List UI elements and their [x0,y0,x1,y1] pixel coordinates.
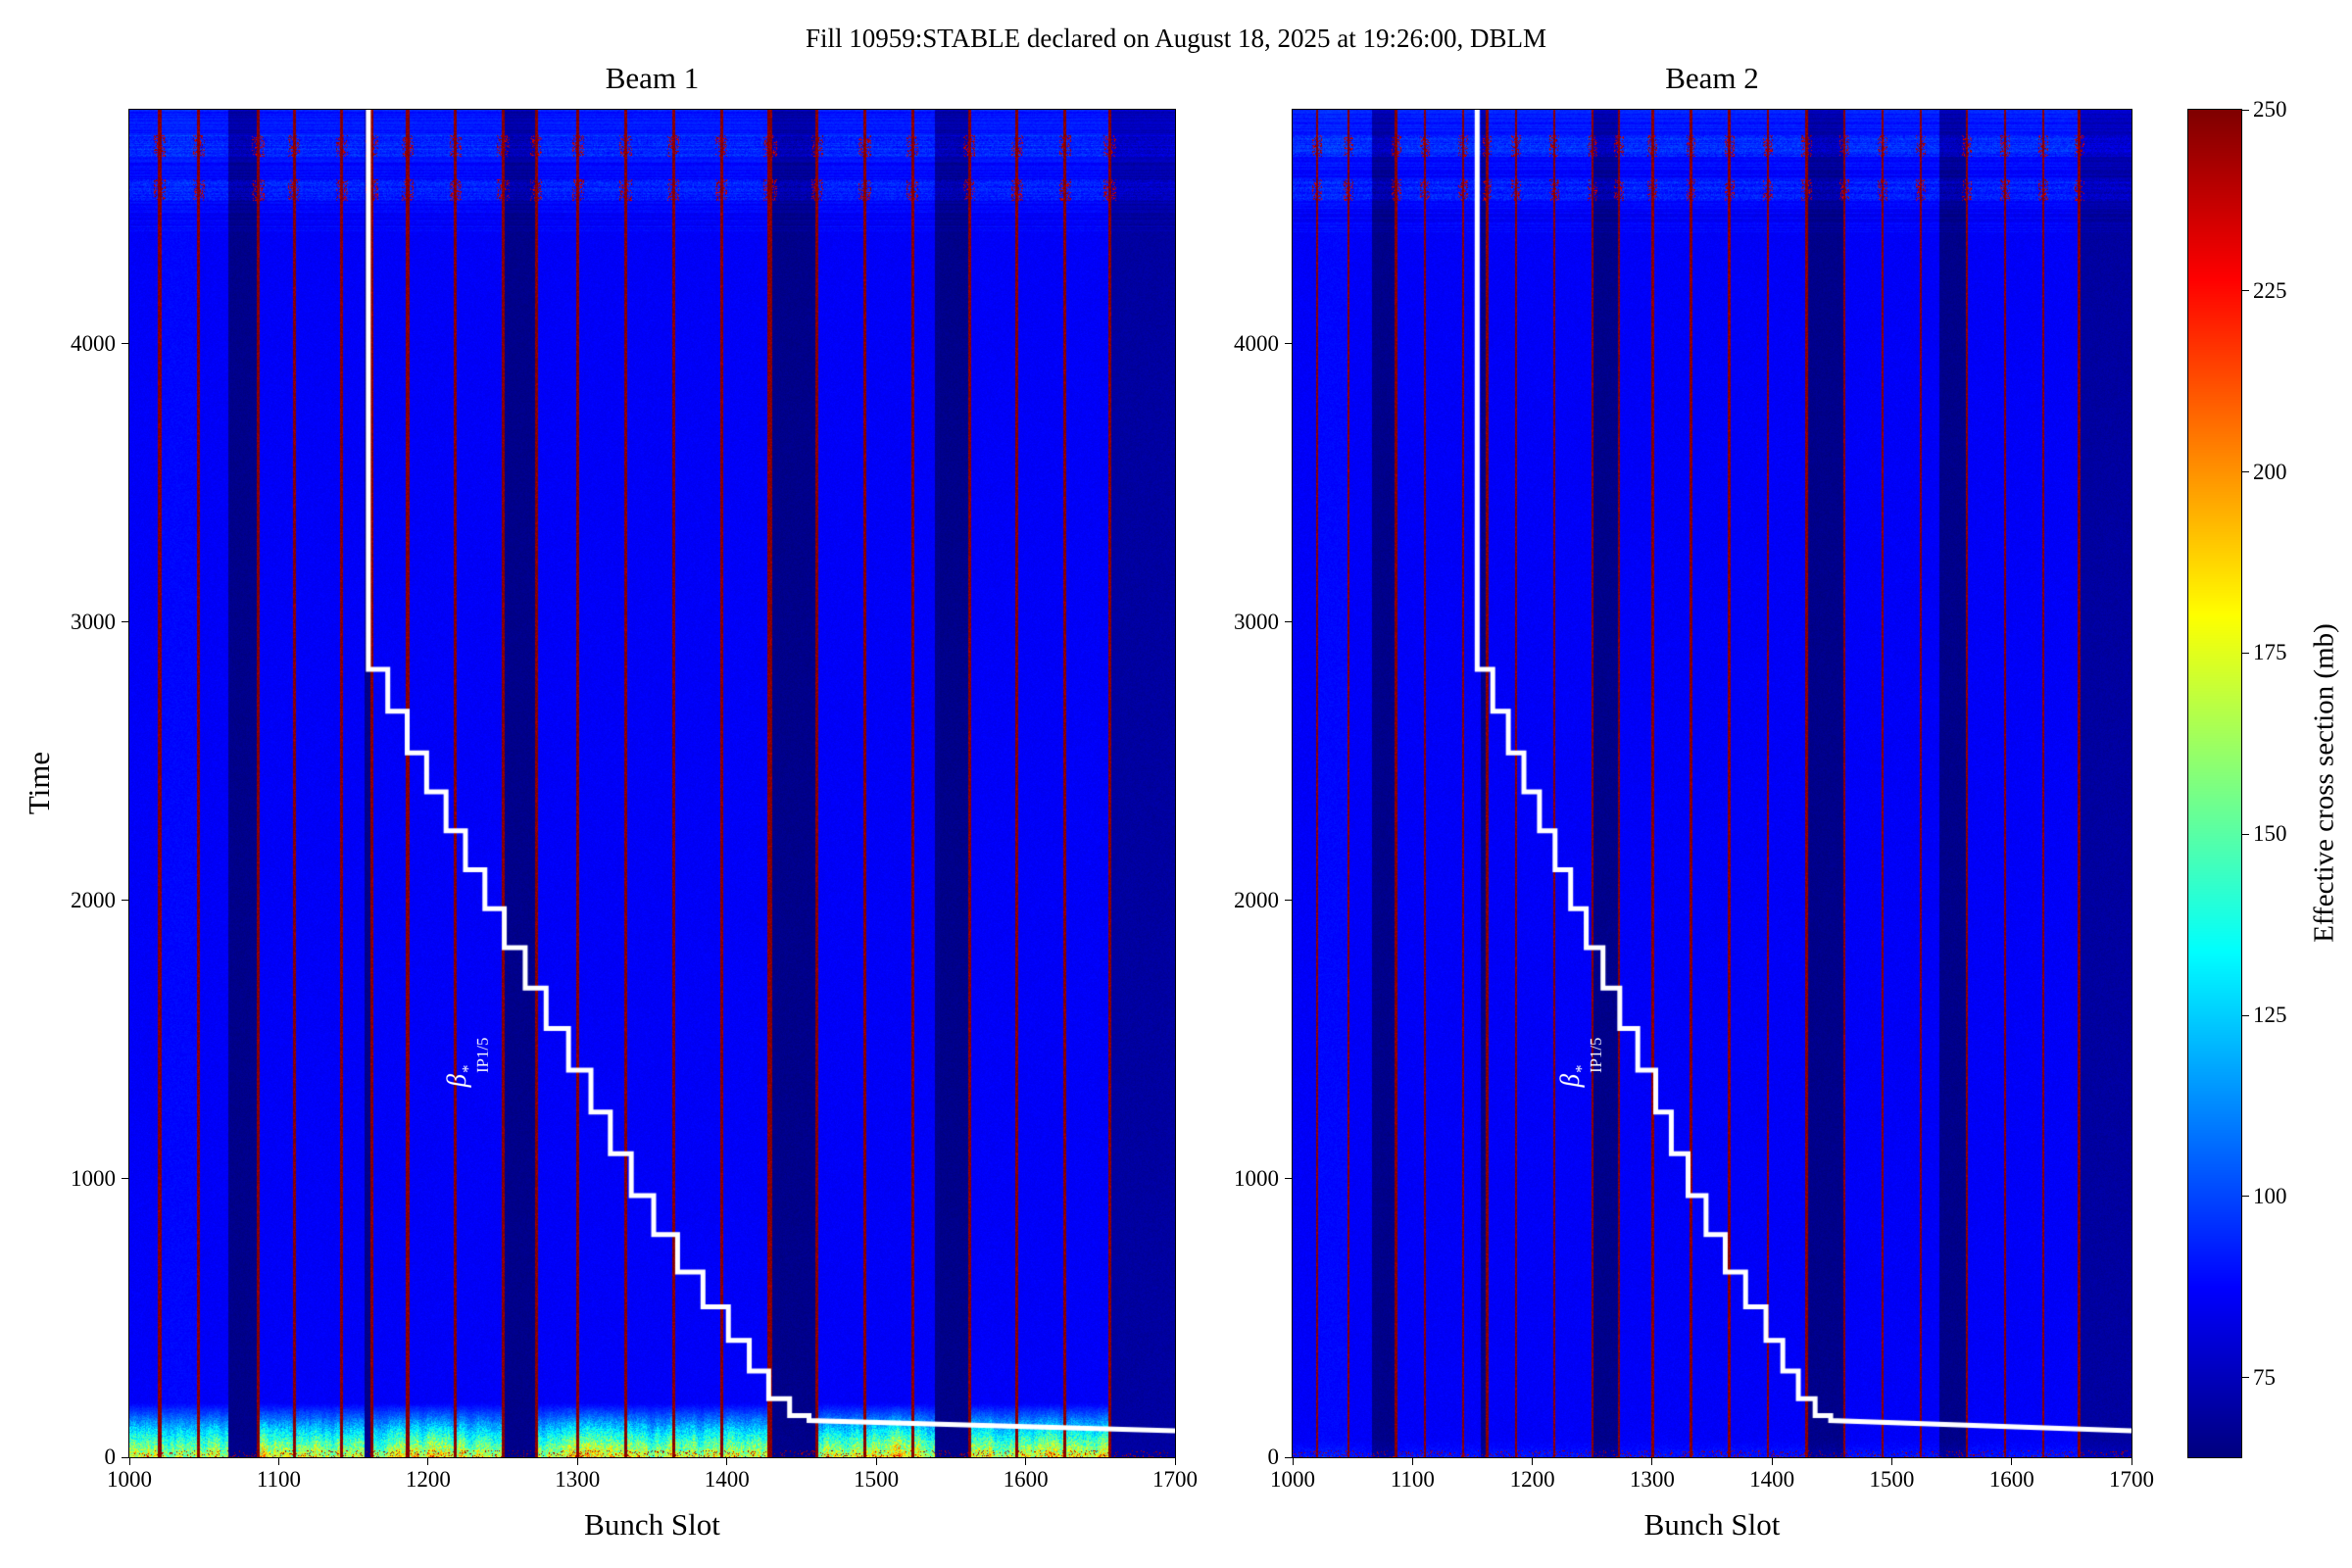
x-tick-mark [1412,1458,1413,1465]
beam2-x-axis-label: Bunch Slot [1293,1507,2132,1543]
colorbar-gradient [2188,110,2241,1457]
y-tick-mark [122,1178,128,1179]
y-tick-label: 3000 [1200,610,1279,635]
x-tick-mark [1532,1458,1533,1465]
beam1-x-axis-label: Bunch Slot [129,1507,1175,1543]
y-tick-mark [1285,621,1292,622]
x-tick-label: 1500 [832,1467,920,1493]
x-tick-mark [1293,1458,1294,1465]
colorbar-label: Effective cross section (mb) [2309,623,2341,943]
beam2-beta-star-label: β * IP1/5 [1555,1038,1604,1088]
x-tick-label: 1200 [384,1467,472,1493]
y-tick-label: 0 [1200,1445,1279,1470]
beam1-beta-star-label: β * IP1/5 [442,1038,491,1088]
y-axis-label-time: Time [22,752,57,814]
x-tick-label: 1600 [1968,1467,2056,1493]
x-tick-mark [129,1458,130,1465]
colorbar-tick-label: 75 [2253,1365,2322,1391]
figure-title: Fill 10959:STABLE declared on August 18,… [0,24,2352,54]
colorbar [2187,109,2242,1458]
y-tick-mark [122,621,128,622]
colorbar-tick-label: 200 [2253,460,2322,485]
x-tick-label: 1000 [85,1467,173,1493]
y-tick-mark [1285,343,1292,344]
colorbar-tick-mark [2242,290,2249,291]
figure: Fill 10959:STABLE declared on August 18,… [0,0,2352,1568]
beam2-plot-area [1292,109,2132,1458]
x-tick-mark [2011,1458,2012,1465]
beta-subscript: IP1/5 [1589,1038,1604,1073]
x-tick-label: 1600 [982,1467,1070,1493]
x-tick-label: 1700 [2087,1467,2176,1493]
y-tick-label: 2000 [1200,888,1279,913]
colorbar-tick-label: 125 [2253,1003,2322,1028]
x-tick-label: 1200 [1489,1467,1577,1493]
colorbar-tick-label: 250 [2253,97,2322,122]
colorbar-tick-mark [2242,653,2249,654]
beam1-title: Beam 1 [129,61,1175,96]
y-tick-label: 2000 [37,888,116,913]
x-tick-label: 1400 [1728,1467,1816,1493]
colorbar-tick-label: 100 [2253,1184,2322,1209]
beta-supsub: * IP1/5 [460,1038,491,1073]
beta-symbol: β [442,1074,471,1087]
x-tick-mark [1891,1458,1892,1465]
colorbar-tick-mark [2242,834,2249,835]
beam1-heatmap [129,110,1175,1457]
x-tick-label: 1500 [1847,1467,1936,1493]
colorbar-tick-mark [2242,1196,2249,1197]
x-tick-mark [1772,1458,1773,1465]
colorbar-tick-mark [2242,1377,2249,1378]
beta-symbol: β [1555,1074,1585,1087]
beta-subscript: IP1/5 [475,1038,491,1073]
x-tick-label: 1300 [1608,1467,1696,1493]
x-tick-mark [577,1458,578,1465]
x-tick-label: 1700 [1131,1467,1219,1493]
x-tick-label: 1400 [683,1467,771,1493]
x-tick-mark [1651,1458,1652,1465]
y-tick-label: 1000 [37,1166,116,1192]
x-tick-mark [278,1458,279,1465]
beta-supsub: * IP1/5 [1573,1038,1604,1073]
x-tick-label: 1300 [533,1467,621,1493]
y-tick-label: 0 [37,1445,116,1470]
y-tick-label: 1000 [1200,1166,1279,1192]
x-tick-label: 1000 [1249,1467,1337,1493]
colorbar-tick-mark [2242,110,2249,111]
colorbar-tick-mark [2242,1015,2249,1016]
x-tick-mark [1175,1458,1176,1465]
colorbar-tick-label: 150 [2253,821,2322,847]
y-tick-mark [122,900,128,901]
x-tick-label: 1100 [1368,1467,1456,1493]
beam2-heatmap [1293,110,2132,1457]
x-tick-mark [1025,1458,1026,1465]
colorbar-tick-label: 175 [2253,640,2322,665]
y-tick-mark [1285,900,1292,901]
y-tick-label: 4000 [37,331,116,357]
x-tick-mark [726,1458,727,1465]
x-tick-mark [427,1458,428,1465]
y-tick-mark [122,1457,128,1458]
beam1-plot-area [128,109,1176,1458]
colorbar-tick-label: 225 [2253,278,2322,304]
y-tick-mark [1285,1178,1292,1179]
x-tick-mark [876,1458,877,1465]
y-tick-label: 3000 [37,610,116,635]
y-tick-label: 4000 [1200,331,1279,357]
y-tick-mark [122,343,128,344]
y-tick-mark [1285,1457,1292,1458]
colorbar-tick-mark [2242,471,2249,472]
beam2-title: Beam 2 [1293,61,2132,96]
x-tick-label: 1100 [234,1467,322,1493]
